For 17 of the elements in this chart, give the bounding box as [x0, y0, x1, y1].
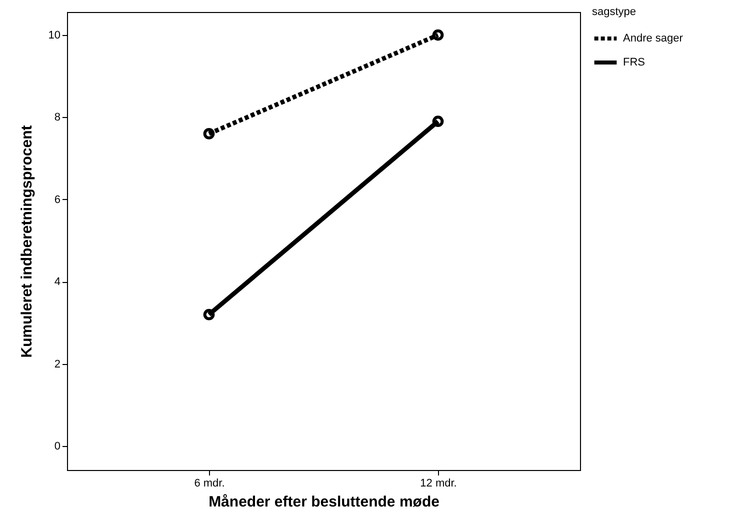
- legend-label: FRS: [623, 56, 645, 68]
- y-tick-label: 6: [54, 194, 60, 206]
- y-axis-title: Kumuleret indberetningsprocent: [18, 125, 36, 358]
- point: [432, 29, 444, 41]
- legend-title: sagstype: [592, 6, 636, 18]
- y-tick-label: 4: [54, 276, 60, 288]
- y-tick-label: 8: [54, 112, 60, 124]
- y-tick-label: 10: [48, 30, 60, 42]
- x-axis-title: Måneder efter besluttende møde: [208, 494, 440, 510]
- y-tick-label: 2: [54, 358, 60, 370]
- point: [432, 116, 444, 128]
- point: [203, 128, 215, 140]
- x-tick-label: 6 mdr.: [194, 478, 225, 490]
- y-tick-label: 0: [54, 440, 60, 453]
- point: [203, 308, 215, 320]
- legend-label: Andre sager: [623, 32, 684, 44]
- x-tick-label: 12 mdr.: [420, 478, 457, 490]
